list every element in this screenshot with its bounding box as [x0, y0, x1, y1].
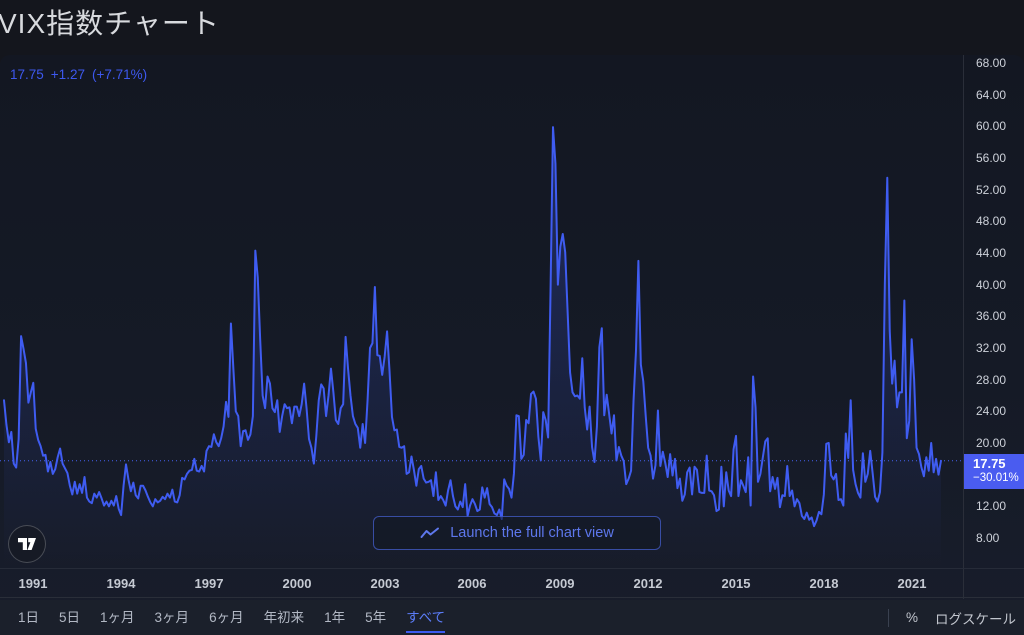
x-axis-year: 2018: [809, 576, 839, 591]
x-axis-year: 1997: [194, 576, 224, 591]
y-axis-tick: 56.00: [976, 151, 1007, 165]
range-button-group: 1日 5日 1ヶ月 3ヶ月 6ヶ月 年初来 1年 5年 すべて: [0, 602, 446, 633]
chart-widget: 17.75 +1.27 (+7.71%) 68.00 64.00 60.00: [0, 55, 1024, 635]
range-button-6m[interactable]: 6ヶ月: [209, 602, 244, 633]
y-axis-tick: 8.00: [976, 531, 1000, 545]
last-price-label: 17.75 −30.01%: [964, 454, 1024, 489]
y-axis-tick: 52.00: [976, 183, 1007, 197]
y-axis-tick: 20.00: [976, 436, 1007, 450]
x-axis-year: 2021: [897, 576, 927, 591]
y-axis-tick: 60.00: [976, 119, 1007, 133]
range-button-5d[interactable]: 5日: [59, 602, 80, 633]
launch-full-chart-button[interactable]: Launch the full chart view: [373, 516, 661, 550]
range-button-all[interactable]: すべて: [406, 602, 446, 633]
x-axis-year: 2006: [457, 576, 487, 591]
y-axis-tick: 36.00: [976, 309, 1007, 323]
launch-button-label: Launch the full chart view: [450, 525, 614, 541]
y-axis-tick: 48.00: [976, 214, 1007, 228]
x-axis-year: 1994: [106, 576, 136, 591]
x-axis-year: 1991: [18, 576, 48, 591]
price-axis[interactable]: 68.00 64.00 60.00 56.00 52.00 48.00 44.0…: [963, 55, 1024, 598]
chart-canvas[interactable]: [0, 55, 963, 568]
x-axis-year: 2009: [545, 576, 575, 591]
last-price-range-change: −30.01%: [973, 472, 1019, 484]
y-axis-tick: 64.00: [976, 88, 1007, 102]
quote-change-percent: (+7.71%): [91, 67, 148, 82]
range-button-ytd[interactable]: 年初来: [264, 602, 305, 633]
x-axis-year: 2012: [633, 576, 663, 591]
quote-change: +1.27: [50, 67, 85, 82]
y-axis-tick: 32.00: [976, 341, 1007, 355]
y-axis-tick: 40.00: [976, 278, 1007, 292]
toolbar-divider: [887, 608, 889, 627]
range-button-1d[interactable]: 1日: [18, 602, 39, 633]
scale-controls: % ログスケール: [887, 600, 1016, 635]
quote-last-price: 17.75: [10, 67, 44, 82]
quote-summary: 17.75 +1.27 (+7.71%): [10, 67, 147, 82]
time-axis[interactable]: 1991 1994 1997 2000 2003 2006 2009 2012 …: [0, 568, 1024, 599]
y-axis-tick: 28.00: [976, 373, 1007, 387]
tradingview-icon: [18, 538, 36, 550]
log-scale-button[interactable]: ログスケール: [935, 608, 1016, 628]
percent-scale-button[interactable]: %: [905, 610, 918, 625]
axis-corner-divider: [963, 569, 964, 599]
y-axis-tick: 24.00: [976, 404, 1007, 418]
last-price-value: 17.75: [973, 456, 1006, 471]
x-axis-year: 2000: [282, 576, 312, 591]
y-axis-tick: 68.00: [976, 56, 1007, 70]
tradingview-logo[interactable]: [8, 525, 46, 563]
chart-line-series: [3, 126, 942, 528]
range-button-3m[interactable]: 3ヶ月: [155, 602, 190, 633]
range-button-1m[interactable]: 1ヶ月: [100, 602, 135, 633]
line-chart-icon: [420, 527, 440, 538]
range-button-5y[interactable]: 5年: [365, 602, 386, 633]
range-toolbar: 1日 5日 1ヶ月 3ヶ月 6ヶ月 年初来 1年 5年 すべて % ログスケール: [0, 600, 1024, 635]
y-axis-tick: 12.00: [976, 499, 1007, 513]
x-axis-year: 2015: [721, 576, 751, 591]
x-axis-year: 2003: [370, 576, 400, 591]
page-title: VIX指数チャート: [0, 8, 220, 39]
y-axis-tick: 44.00: [976, 246, 1007, 260]
range-button-1y[interactable]: 1年: [324, 602, 345, 633]
